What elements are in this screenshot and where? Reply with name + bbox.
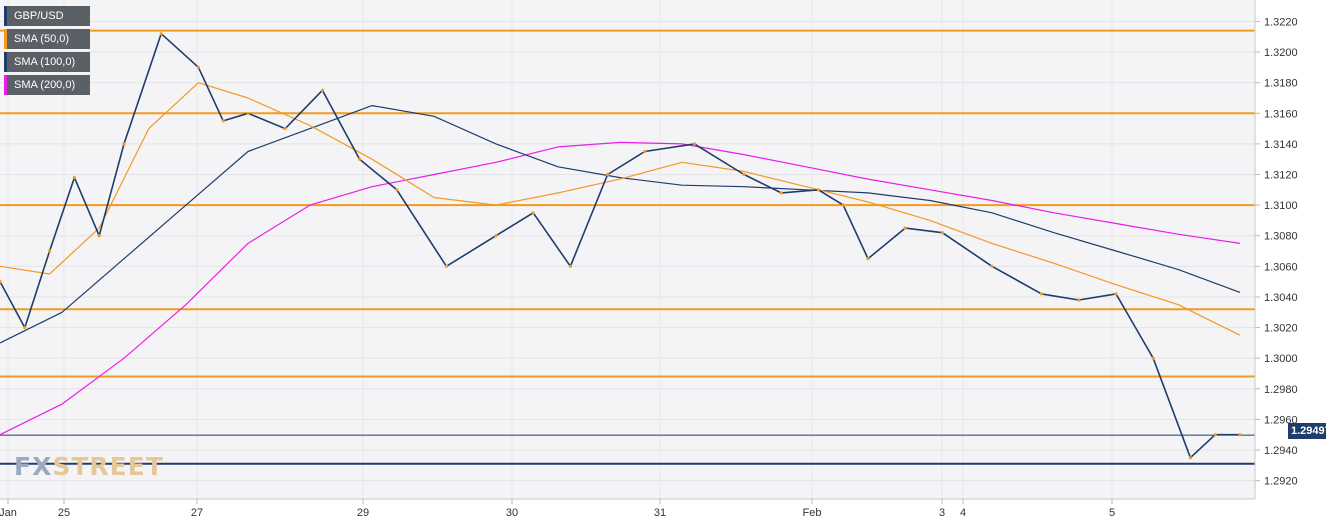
legend-label: SMA (200,0) bbox=[14, 79, 76, 91]
x-tick-label: 31 bbox=[654, 507, 666, 519]
price-point bbox=[23, 326, 27, 330]
price-point bbox=[1114, 292, 1118, 296]
price-point bbox=[866, 257, 870, 261]
price-point bbox=[903, 226, 907, 230]
y-tick-label: 1.3220 bbox=[1264, 16, 1298, 28]
price-point bbox=[990, 264, 994, 268]
x-tick-label: 29 bbox=[357, 507, 369, 519]
x-tick-label: 30 bbox=[506, 507, 518, 519]
price-point bbox=[97, 234, 101, 238]
x-tick-label: Jan bbox=[0, 507, 17, 519]
y-tick-label: 1.3200 bbox=[1264, 47, 1298, 59]
price-point bbox=[1151, 356, 1155, 360]
fxstreet-logo: FXSTREET bbox=[14, 452, 164, 481]
x-tick-label: Feb bbox=[803, 507, 822, 519]
grid bbox=[0, 0, 1255, 499]
price-point bbox=[358, 157, 362, 161]
price-point bbox=[0, 280, 2, 284]
legend-swatch bbox=[4, 75, 7, 95]
y-tick-label: 1.3180 bbox=[1264, 78, 1298, 90]
x-tick-label: 3 bbox=[939, 507, 945, 519]
y-tick-label: 1.2940 bbox=[1264, 445, 1298, 457]
logo-part-fx: FX bbox=[14, 452, 53, 481]
y-tick-label: 1.3120 bbox=[1264, 169, 1298, 181]
horizontal-levels bbox=[0, 29, 1255, 465]
y-tick-label: 1.2980 bbox=[1264, 384, 1298, 396]
y-tick-label: 1.3160 bbox=[1264, 108, 1298, 120]
price-series-line bbox=[0, 32, 1240, 459]
legend-label: SMA (50,0) bbox=[14, 33, 70, 45]
legend-label: SMA (100,0) bbox=[14, 56, 76, 68]
x-tick-label: 27 bbox=[191, 507, 203, 519]
legend-item-sma-100[interactable]: SMA (100,0) bbox=[4, 52, 90, 72]
y-tick-label: 1.3060 bbox=[1264, 261, 1298, 273]
price-point bbox=[692, 142, 697, 146]
legend-swatch bbox=[4, 6, 7, 26]
y-tick-label: 1.3000 bbox=[1264, 353, 1298, 365]
x-tick-label: 25 bbox=[58, 507, 70, 519]
sma-line-50 bbox=[0, 82, 1241, 336]
price-point bbox=[283, 127, 287, 131]
price-point bbox=[444, 264, 448, 268]
y-tick-label: 1.3100 bbox=[1264, 200, 1298, 212]
current-price-tag: 1.29497 bbox=[1288, 423, 1326, 439]
y-tick-label: 1.3080 bbox=[1264, 231, 1298, 243]
legend-item-sma-200[interactable]: SMA (200,0) bbox=[4, 75, 90, 95]
price-point bbox=[72, 176, 76, 180]
price-point bbox=[531, 211, 535, 215]
time-axis: Jan 25 27 29 30 31 Feb 3 4 5 bbox=[0, 499, 1115, 519]
price-point bbox=[196, 65, 200, 69]
plot-background bbox=[0, 0, 1255, 499]
price-point bbox=[221, 119, 225, 123]
price-point bbox=[1238, 433, 1242, 437]
x-tick-label: 4 bbox=[960, 507, 966, 519]
price-point bbox=[246, 111, 250, 115]
legend-swatch bbox=[4, 29, 7, 49]
price-point bbox=[940, 231, 945, 235]
price-point bbox=[395, 188, 399, 192]
price-point bbox=[1077, 298, 1081, 302]
price-point bbox=[841, 203, 845, 207]
y-tick-label: 1.3140 bbox=[1264, 139, 1298, 151]
price-point bbox=[568, 264, 573, 268]
x-tick-label: 5 bbox=[1109, 507, 1115, 519]
price-point bbox=[779, 191, 783, 195]
price-point bbox=[816, 188, 821, 192]
price-point bbox=[606, 172, 610, 177]
price-point bbox=[742, 172, 746, 177]
y-tick-label: 1.2920 bbox=[1264, 476, 1298, 488]
price-point bbox=[320, 88, 324, 92]
price-point bbox=[122, 142, 126, 146]
legend-item-gbpusd[interactable]: GBP/USD bbox=[4, 6, 90, 26]
price-point bbox=[1188, 456, 1192, 460]
price-point bbox=[643, 149, 647, 154]
sma-line-100 bbox=[0, 104, 1241, 344]
sma-line-200 bbox=[0, 141, 1241, 436]
y-tick-label: 1.3020 bbox=[1264, 323, 1298, 335]
logo-part-street: STREET bbox=[52, 452, 164, 481]
price-point bbox=[159, 32, 163, 36]
price-point bbox=[494, 234, 498, 238]
legend-swatch bbox=[4, 52, 7, 72]
legend-item-sma-50[interactable]: SMA (50,0) bbox=[4, 29, 90, 49]
legend-label: GBP/USD bbox=[14, 10, 64, 22]
price-axis: 1.3220 1.3200 1.3180 1.3160 1.3140 1.3120 1.31… bbox=[1255, 16, 1298, 488]
legend: GBP/USD SMA (50,0) SMA (100,0) SMA (200,… bbox=[4, 6, 90, 98]
y-tick-label: 1.3040 bbox=[1264, 292, 1298, 304]
series-layer bbox=[0, 32, 1242, 460]
price-point bbox=[1040, 292, 1044, 296]
price-point bbox=[1213, 433, 1217, 437]
price-point bbox=[48, 249, 52, 253]
